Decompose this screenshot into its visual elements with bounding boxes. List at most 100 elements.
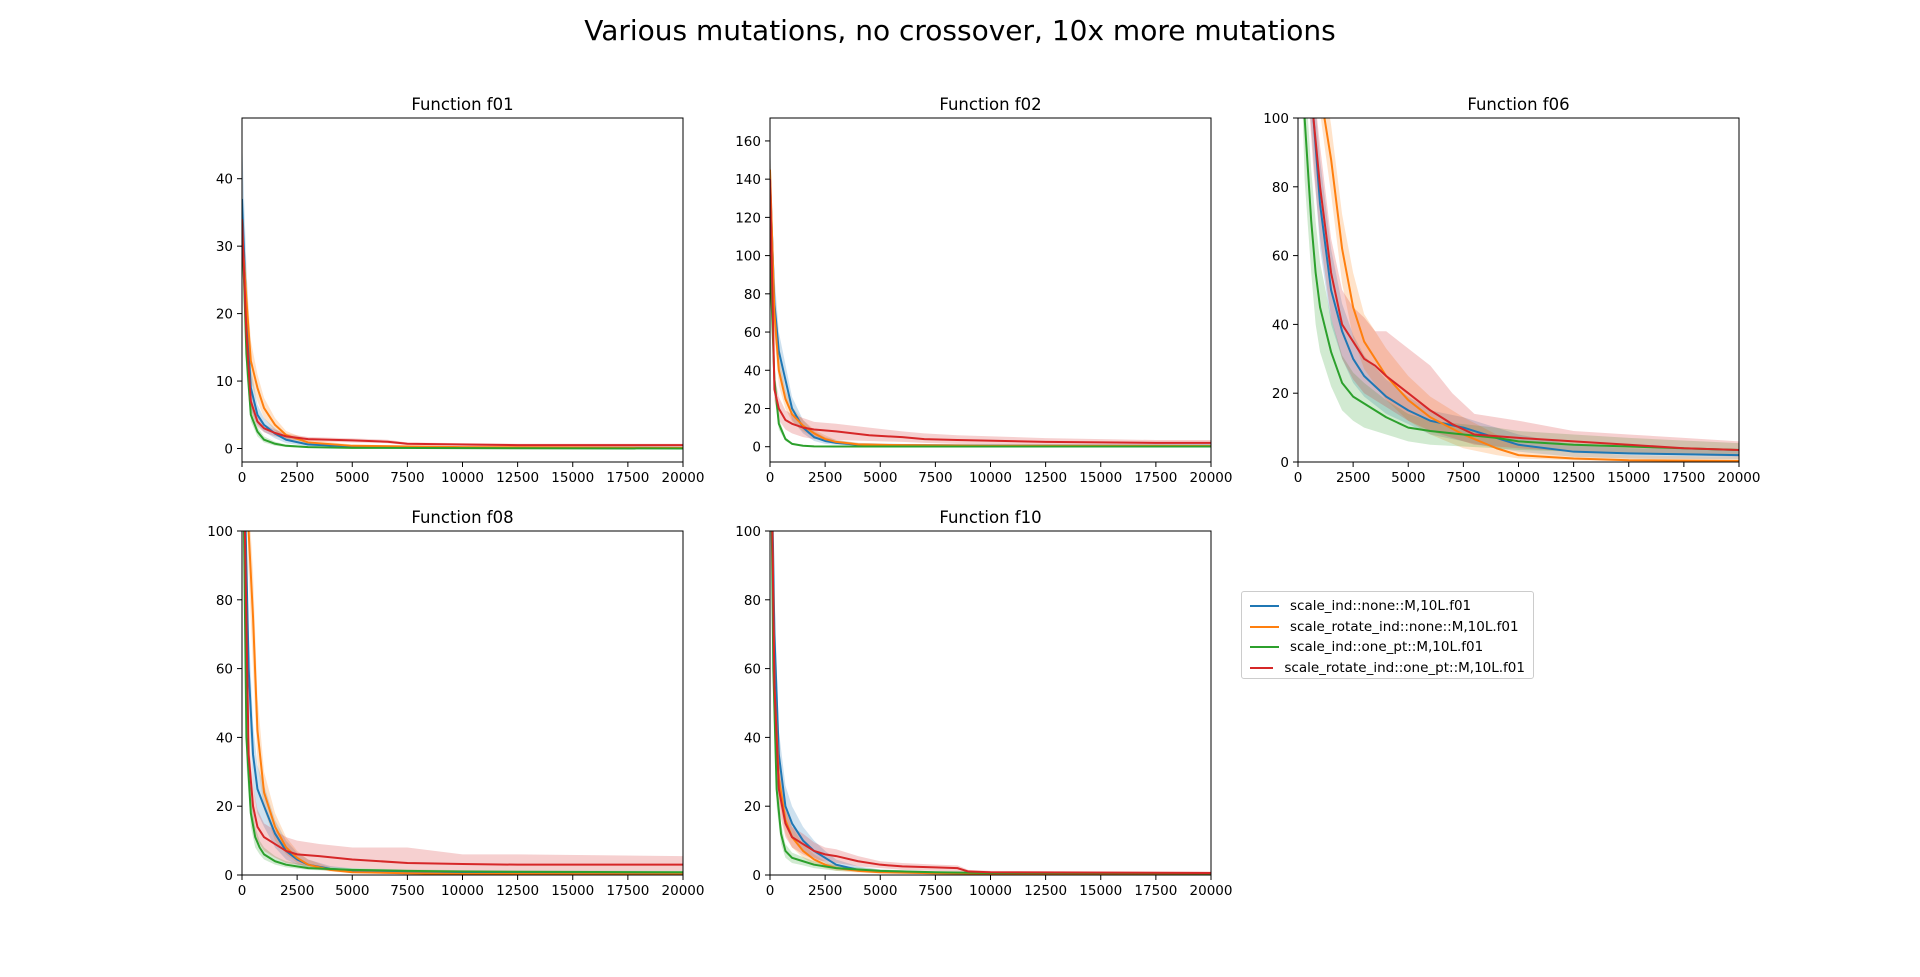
x-tick-label: 5000 <box>863 470 897 486</box>
x-tick-label: 7500 <box>1446 470 1480 486</box>
series-band <box>770 226 1211 447</box>
figure-title: Various mutations, no crossover, 10x mor… <box>584 14 1336 47</box>
series-band <box>242 192 683 449</box>
y-tick-label: 20 <box>216 307 233 323</box>
series-band <box>245 531 683 874</box>
subplot-title: Function f06 <box>1467 95 1569 114</box>
x-tick-label: 12500 <box>496 883 539 899</box>
x-tick-label: 17500 <box>606 470 649 486</box>
axes-frame <box>769 530 1212 876</box>
legend-entry: scale_ind::none::M,10L.f01 <box>1250 596 1525 617</box>
y-tick-label: 20 <box>744 799 761 815</box>
y-tick-label: 20 <box>216 799 233 815</box>
series-band <box>243 531 683 874</box>
y-tick-label: 0 <box>1280 455 1289 471</box>
subplot-title: Function f08 <box>411 508 513 527</box>
series-line <box>244 531 683 874</box>
x-tick-label: 2500 <box>280 470 314 486</box>
series-line <box>242 219 683 450</box>
x-tick-label: 15000 <box>551 470 594 486</box>
x-tick-label: 10000 <box>969 470 1012 486</box>
x-tick-label: 0 <box>1294 470 1303 486</box>
x-tick-label: 20000 <box>662 883 705 899</box>
legend-swatch <box>1250 646 1279 649</box>
x-tick-label: 15000 <box>1607 470 1650 486</box>
y-tick-label: 80 <box>216 593 233 609</box>
y-tick-label: 40 <box>216 172 233 188</box>
x-tick-label: 17500 <box>606 883 649 899</box>
series-line <box>1312 118 1739 451</box>
y-tick-label: 0 <box>752 868 761 884</box>
y-tick-label: 60 <box>1272 249 1289 265</box>
legend-label: scale_rotate_ind::one_pt::M,10L.f01 <box>1284 659 1525 676</box>
series-band <box>770 140 1211 447</box>
subplot-title: Function f02 <box>939 95 1041 114</box>
x-tick-label: 17500 <box>1134 883 1177 899</box>
y-tick-label: 80 <box>744 287 761 303</box>
series-band <box>770 150 1211 446</box>
x-tick-label: 10000 <box>441 883 484 899</box>
x-tick-label: 7500 <box>918 883 952 899</box>
y-tick-label: 20 <box>744 401 761 417</box>
legend-label: scale_rotate_ind::none::M,10L.f01 <box>1290 618 1519 635</box>
y-tick-label: 140 <box>735 172 761 188</box>
series-band <box>242 138 683 449</box>
x-tick-label: 15000 <box>1079 470 1122 486</box>
x-tick-label: 2500 <box>280 883 314 899</box>
series-line <box>1323 118 1739 462</box>
x-tick-label: 15000 <box>1079 883 1122 899</box>
series-band <box>244 531 683 871</box>
y-tick-label: 40 <box>216 730 233 746</box>
x-tick-label: 7500 <box>390 470 424 486</box>
y-tick-label: 100 <box>735 524 761 540</box>
x-tick-label: 2500 <box>808 883 842 899</box>
y-tick-label: 100 <box>735 249 761 265</box>
axes-frame <box>241 530 684 876</box>
x-tick-label: 0 <box>238 883 247 899</box>
x-tick-label: 20000 <box>662 470 705 486</box>
y-tick-label: 40 <box>1272 317 1289 333</box>
series-line <box>770 531 1211 875</box>
x-tick-label: 5000 <box>335 883 369 899</box>
legend-entry: scale_ind::one_pt::M,10L.f01 <box>1250 637 1525 658</box>
y-tick-label: 40 <box>744 730 761 746</box>
y-tick-label: 80 <box>1272 180 1289 196</box>
x-tick-label: 10000 <box>969 883 1012 899</box>
axes-frame <box>769 117 1212 463</box>
x-tick-label: 7500 <box>918 470 952 486</box>
x-tick-label: 20000 <box>1190 883 1233 899</box>
series-band <box>247 531 683 875</box>
x-tick-label: 0 <box>766 470 775 486</box>
x-tick-label: 2500 <box>1336 470 1370 486</box>
y-tick-label: 100 <box>207 524 233 540</box>
legend-entry: scale_rotate_ind::none::M,10L.f01 <box>1250 617 1525 638</box>
subplot: 0 2500 5000 7500 10000 12500 15000 17500 20000 0 2… <box>735 95 1232 486</box>
x-tick-label: 17500 <box>1134 470 1177 486</box>
subplot: 0 2500 5000 7500 10000 12500 15000 17500 20000 0 2… <box>207 508 705 899</box>
plot-area <box>243 531 683 875</box>
x-tick-label: 7500 <box>390 883 424 899</box>
series-line <box>242 219 683 447</box>
x-tick-label: 0 <box>766 883 775 899</box>
series-line <box>770 179 1211 447</box>
series-line <box>243 531 683 866</box>
legend-swatch <box>1250 625 1279 628</box>
x-tick-label: 12500 <box>1024 470 1067 486</box>
plot-area <box>242 138 683 450</box>
x-tick-label: 20000 <box>1190 470 1233 486</box>
y-tick-label: 60 <box>744 662 761 678</box>
series-line <box>1303 118 1739 451</box>
y-tick-label: 20 <box>1272 386 1289 402</box>
y-tick-label: 10 <box>216 374 233 390</box>
y-tick-label: 160 <box>735 134 761 150</box>
legend: scale_ind::none::M,10L.f01 scale_rotate_… <box>1241 591 1534 679</box>
x-tick-label: 10000 <box>1497 470 1540 486</box>
x-tick-label: 12500 <box>496 470 539 486</box>
legend-swatch <box>1250 666 1274 669</box>
axes-frame <box>241 117 684 463</box>
series-line <box>242 198 683 449</box>
plot-area <box>770 140 1211 448</box>
series-line <box>242 232 683 449</box>
x-tick-label: 17500 <box>1662 470 1705 486</box>
